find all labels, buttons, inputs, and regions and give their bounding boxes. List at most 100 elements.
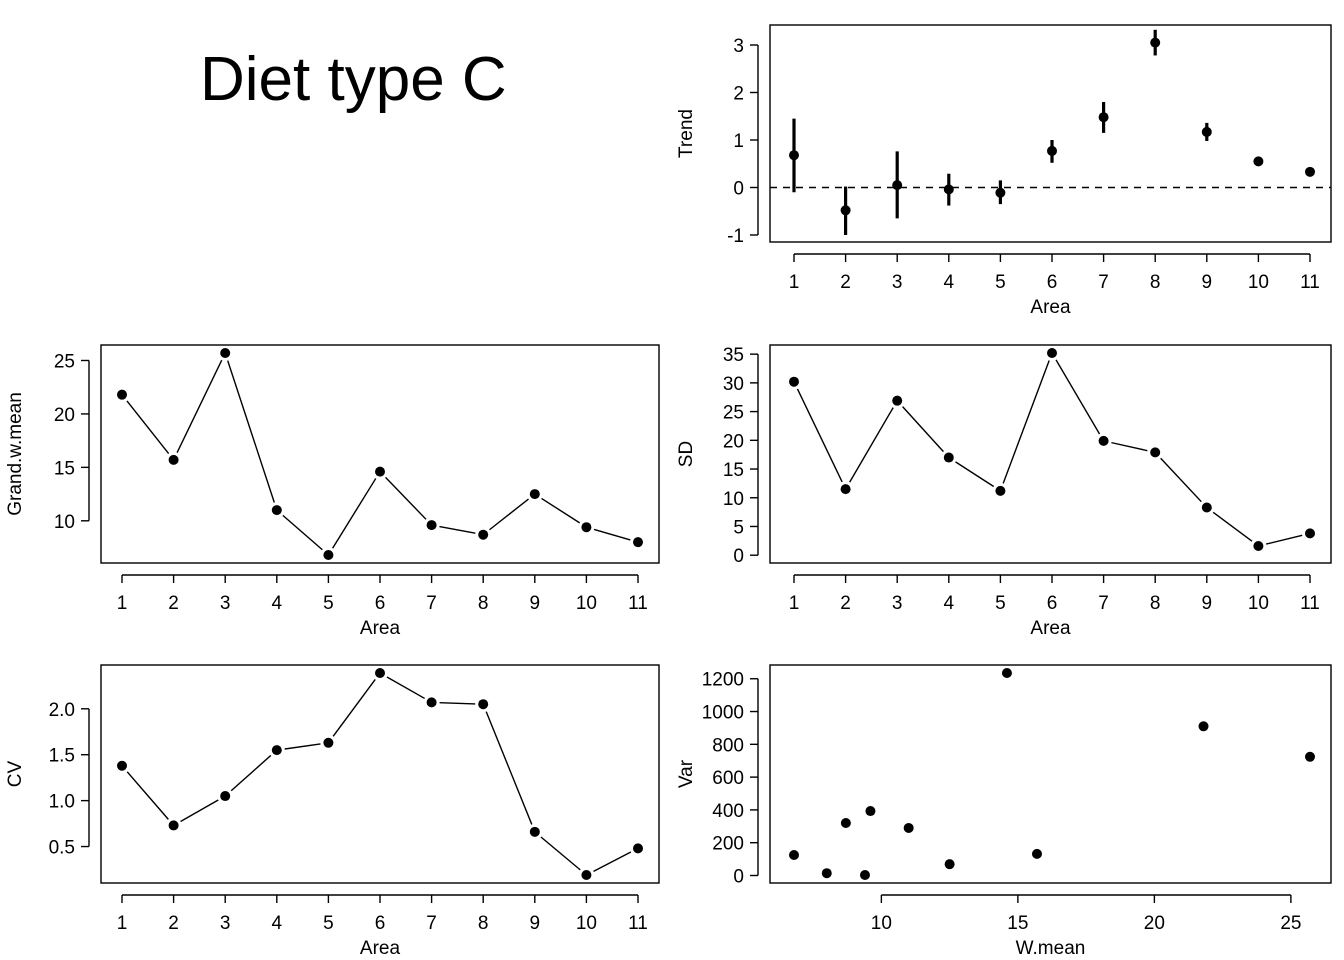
x-tick-label: 1 [117, 913, 128, 934]
x-tick-label: 8 [478, 593, 489, 614]
data-point [478, 699, 489, 710]
x-tick-label: 3 [220, 913, 231, 934]
data-point [840, 484, 851, 495]
x-tick-label: 4 [272, 593, 283, 614]
series-line-segment [796, 388, 843, 483]
data-point [117, 389, 127, 400]
x-tick-label: 5 [323, 593, 334, 614]
data-point [1047, 348, 1057, 358]
x-axis-label: Area [360, 618, 401, 639]
data-point [1305, 166, 1315, 177]
data-point [375, 668, 385, 678]
data-point [789, 150, 799, 161]
y-tick-label: 10 [54, 512, 75, 533]
x-tick-label: 7 [426, 593, 437, 614]
y-tick-label: 2 [733, 84, 744, 105]
y-axis-label: Trend [676, 109, 697, 158]
data-point [995, 187, 1006, 198]
data-point [220, 348, 231, 358]
data-point [426, 697, 437, 708]
x-tick-label: 11 [1300, 593, 1320, 614]
y-tick-label: 0 [733, 179, 744, 200]
x-axis-label: Area [1030, 297, 1071, 318]
series-line-segment [227, 360, 275, 503]
y-tick-label: 0.5 [49, 838, 75, 859]
x-tick-label: 1 [789, 272, 800, 293]
x-tick-label: 6 [375, 593, 386, 614]
data-point [271, 745, 282, 756]
y-tick-label: 35 [723, 345, 744, 366]
x-tick-label: 15 [1007, 913, 1028, 934]
series-line-segment [385, 476, 427, 520]
series-line-segment [1111, 441, 1148, 452]
x-tick-label: 8 [1150, 593, 1161, 614]
data-point [789, 376, 799, 387]
y-tick-label: 2.0 [49, 700, 75, 721]
y-tick-label: 600 [712, 768, 744, 789]
y-tick-label: 5 [733, 517, 744, 538]
data-point [1198, 721, 1209, 732]
x-tick-label: 10 [871, 913, 892, 934]
x-tick-label: 10 [576, 913, 597, 934]
x-axis-label: W.mean [1016, 938, 1086, 959]
x-axis-label: Area [1030, 618, 1071, 639]
data-point [943, 184, 954, 195]
plot-frame [100, 664, 660, 884]
x-tick-label: 7 [1098, 272, 1109, 293]
panel-sd: 1 2 3 4 5 6 7 8 9 10 11 0 5 10 15 20 25 30 35 Area SD [676, 344, 1332, 639]
y-tick-label: 30 [723, 374, 744, 395]
series-line-segment [902, 406, 944, 453]
series-line-segment [1055, 359, 1101, 435]
data-point [1305, 528, 1315, 539]
data-point [892, 180, 903, 191]
x-tick-label: 9 [1202, 272, 1213, 293]
series-line-segment [540, 836, 581, 871]
y-axis-label: Grand.w.mean [5, 392, 26, 516]
data-point [1047, 145, 1057, 156]
x-tick-label: 10 [1248, 593, 1269, 614]
panel-cv: 1 2 3 4 5 6 7 8 9 10 11 0.5 1.0 1.5 2.0 Area CV [5, 664, 660, 959]
x-tick-label: 9 [1202, 593, 1213, 614]
data-point [168, 820, 179, 831]
data-point [581, 870, 592, 880]
y-tick-label: 200 [712, 834, 744, 855]
data-point [1150, 37, 1161, 48]
series-line-segment [1212, 511, 1253, 542]
x-tick-label: 7 [1098, 593, 1109, 614]
x-tick-label: 5 [995, 593, 1006, 614]
y-tick-label: 1.0 [49, 792, 75, 813]
data-point [529, 826, 540, 837]
series-line-segment [176, 359, 223, 453]
data-point [1305, 751, 1315, 762]
series-line-segment [332, 478, 377, 549]
x-tick-label: 10 [1248, 272, 1269, 293]
x-tick-label: 5 [323, 913, 334, 934]
series-line-segment [386, 676, 425, 700]
y-tick-label: 25 [54, 351, 75, 372]
series-line-segment [282, 514, 323, 551]
series-line-segment [332, 679, 376, 737]
data-point [865, 806, 876, 817]
y-tick-label: 1.5 [49, 746, 75, 767]
y-tick-label: 15 [54, 458, 75, 479]
series-line-segment [230, 754, 272, 792]
data-point [426, 520, 437, 531]
x-tick-label: 3 [892, 272, 903, 293]
series-line-segment [849, 407, 894, 483]
x-tick-label: 6 [1047, 593, 1058, 614]
y-tick-label: 10 [723, 489, 744, 510]
x-tick-label: 9 [530, 593, 541, 614]
y-tick-label: 25 [723, 403, 744, 424]
y-tick-label: 15 [723, 460, 744, 481]
series-line-segment [1002, 360, 1050, 484]
data-point [633, 537, 643, 548]
y-axis-label: Var [676, 759, 697, 788]
data-point [478, 529, 489, 540]
data-point [789, 849, 799, 860]
data-point [903, 822, 914, 833]
data-point [943, 452, 954, 463]
data-point [1201, 502, 1212, 513]
data-point [323, 737, 334, 748]
x-tick-label: 4 [944, 272, 955, 293]
x-tick-label: 11 [628, 913, 648, 934]
